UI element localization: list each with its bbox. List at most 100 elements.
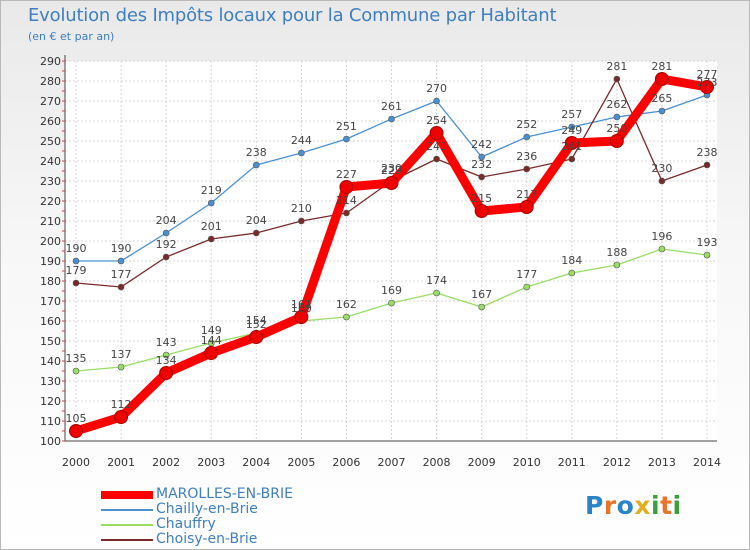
data-point <box>298 217 305 225</box>
data-label: 227 <box>336 168 357 181</box>
data-label: 204 <box>156 214 177 227</box>
legend-swatch <box>101 490 153 499</box>
data-label: 251 <box>336 120 357 133</box>
data-label: 160 <box>291 302 312 315</box>
legend-label: Choisy-en-Brie <box>156 531 258 547</box>
logo-letter: x <box>634 491 651 520</box>
chart-title: Evolution des Impôts locaux pour la Comm… <box>28 5 557 26</box>
y-tick-label: 140 <box>40 355 61 368</box>
data-label: 105 <box>66 412 87 425</box>
data-point <box>658 245 666 253</box>
data-point <box>433 155 440 163</box>
data-label: 242 <box>471 138 492 151</box>
data-point <box>162 253 170 261</box>
data-label: 219 <box>201 184 222 197</box>
data-label: 177 <box>516 268 537 281</box>
data-label: 184 <box>561 254 582 267</box>
x-tick-label: 2001 <box>107 456 135 469</box>
data-label: 154 <box>246 314 267 327</box>
x-tick-label: 2013 <box>648 456 676 469</box>
data-point <box>162 351 170 359</box>
data-point <box>568 155 576 163</box>
y-tick-label: 250 <box>40 135 61 148</box>
data-label: 257 <box>561 108 582 121</box>
data-point <box>117 257 125 265</box>
data-label: 143 <box>156 336 177 349</box>
data-label: 250 <box>606 122 627 135</box>
x-tick-label: 2003 <box>197 456 225 469</box>
data-label: 192 <box>156 238 177 251</box>
data-point <box>339 180 354 194</box>
data-point <box>703 161 711 169</box>
legend-item: Chailly-en-Brie <box>101 502 293 517</box>
logo-letter: i <box>651 491 661 520</box>
data-point <box>343 135 350 143</box>
data-label: 281 <box>651 60 672 73</box>
data-label: 249 <box>561 124 582 137</box>
data-point <box>249 330 264 344</box>
y-tick-label: 120 <box>40 395 61 408</box>
y-tick-label: 190 <box>40 255 61 268</box>
data-point <box>478 153 485 161</box>
data-point <box>613 75 621 83</box>
data-point <box>343 209 350 217</box>
data-label: 241 <box>426 140 447 153</box>
x-tick-label: 2012 <box>603 456 631 469</box>
data-point <box>613 113 621 121</box>
data-point <box>384 176 399 190</box>
data-point <box>252 161 260 169</box>
y-tick-label: 290 <box>40 55 61 68</box>
data-point <box>72 367 80 375</box>
x-tick-label: 2010 <box>513 456 541 469</box>
data-label: 167 <box>471 288 492 301</box>
legend-swatch <box>101 523 153 526</box>
data-point <box>343 313 350 321</box>
data-point <box>433 289 440 297</box>
data-label: 162 <box>336 298 357 311</box>
logo-letter: i <box>672 491 682 520</box>
y-tick-label: 160 <box>40 315 61 328</box>
x-tick-label: 2011 <box>558 456 586 469</box>
legend-label: MAROLLES-EN-BRIE <box>156 486 293 502</box>
data-label: 210 <box>291 202 312 215</box>
data-label: 230 <box>651 162 672 175</box>
data-point <box>69 424 83 438</box>
y-tick-label: 180 <box>40 275 61 288</box>
y-tick-label: 110 <box>40 415 61 428</box>
data-label: 281 <box>606 60 627 73</box>
data-point <box>658 107 666 115</box>
data-label: 190 <box>66 242 87 255</box>
data-label: 277 <box>697 68 718 81</box>
x-tick-label: 2004 <box>242 456 270 469</box>
legend-label: Chailly-en-Brie <box>156 501 258 517</box>
data-point <box>429 126 444 140</box>
data-label: 244 <box>291 134 312 147</box>
data-label: 137 <box>111 348 132 361</box>
data-point <box>564 136 579 150</box>
logo-letter: P <box>585 491 604 520</box>
logo-letter: t <box>660 491 673 520</box>
data-point <box>298 149 305 157</box>
data-point <box>72 279 80 287</box>
data-label: 196 <box>651 230 672 243</box>
data-label: 265 <box>651 92 672 105</box>
logo-letter: r <box>603 491 617 520</box>
data-label: 144 <box>201 334 222 347</box>
data-point <box>433 97 440 105</box>
data-labels: 105 112 134 144 152 161 227 229 254 215 217 249 250 2… <box>66 60 718 425</box>
data-point <box>388 299 395 307</box>
proxiti-logo: Proxiti <box>585 491 682 520</box>
data-label: 270 <box>426 82 447 95</box>
data-label: 238 <box>246 146 267 159</box>
data-label: 161 <box>291 298 312 311</box>
logo-letter: o <box>616 491 635 520</box>
grid <box>65 60 717 442</box>
data-point <box>204 346 219 360</box>
data-point <box>207 235 215 243</box>
data-point <box>703 251 711 259</box>
data-label: 236 <box>516 150 537 163</box>
data-point <box>568 269 576 277</box>
data-label: 204 <box>246 214 267 227</box>
legend-label: Chauffry <box>156 516 216 532</box>
